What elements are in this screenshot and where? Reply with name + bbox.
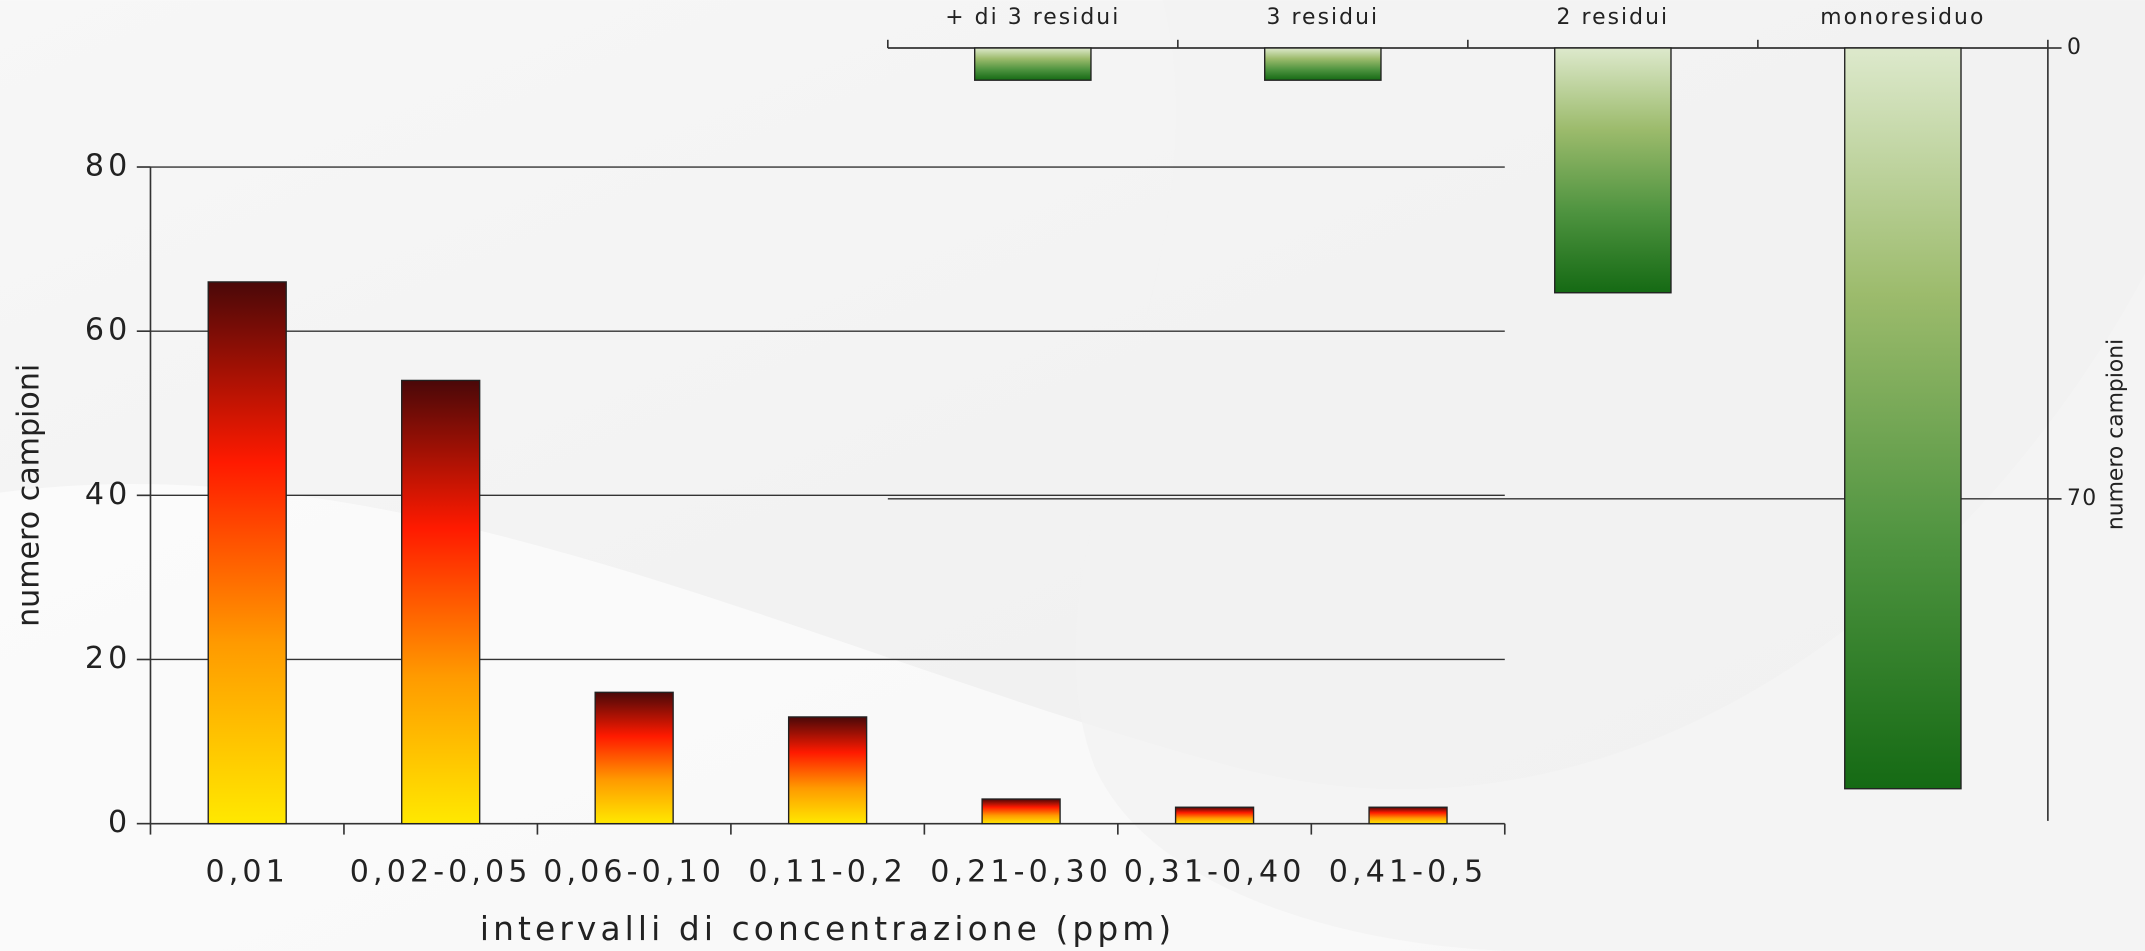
x-tick-label: 0,41-0,5: [1329, 854, 1488, 889]
y-tick-label: 0: [108, 805, 131, 840]
y-tick-label: 0: [2067, 35, 2082, 60]
x-tick-label: 0,11-0,2: [748, 854, 907, 889]
y-tick-label: 60: [85, 313, 131, 348]
bar: [974, 47, 1092, 81]
x-tick-label: 2 residui: [1557, 5, 1670, 30]
x-axis-title: intervalli di concentrazione (ppm): [480, 910, 1175, 948]
x-tick-label: 0,31-0,40: [1124, 854, 1306, 889]
concentration-chart: 0 20 40 60 80 0,01 0,02-0,05 0,06-0,10 0,11-0,2 0…: [12, 149, 1506, 948]
y-tick-label: 80: [85, 149, 131, 184]
bar: [1844, 47, 1962, 790]
bar: [401, 379, 481, 825]
bar: [1264, 47, 1382, 81]
x-tick-label: monoresiduo: [1820, 5, 1985, 30]
bar: [1368, 806, 1448, 825]
x-tick-label: 3 residui: [1267, 5, 1380, 30]
bar: [787, 716, 868, 825]
y-tick-label: 70: [2067, 486, 2098, 511]
bar: [594, 691, 674, 825]
bar: [207, 281, 287, 825]
bar: [1174, 806, 1255, 825]
bar: [981, 798, 1061, 825]
residue-chart: 0 70 + di 3 residui 3 residui 2 residui monor…: [887, 5, 2128, 821]
x-tick-label: 0,21-0,30: [930, 854, 1112, 889]
y-axis-title: numero campioni: [12, 364, 47, 627]
x-tick-label: + di 3 residui: [945, 5, 1120, 30]
y-axis-title: numero campioni: [2103, 339, 2128, 530]
y-tick-label: 20: [85, 641, 131, 676]
bar: [1554, 47, 1672, 294]
x-tick-label: 0,06-0,10: [543, 854, 725, 889]
x-tick-label: 0,01: [206, 854, 289, 889]
x-tick-label: 0,02-0,05: [350, 854, 532, 889]
y-tick-label: 40: [85, 477, 131, 512]
